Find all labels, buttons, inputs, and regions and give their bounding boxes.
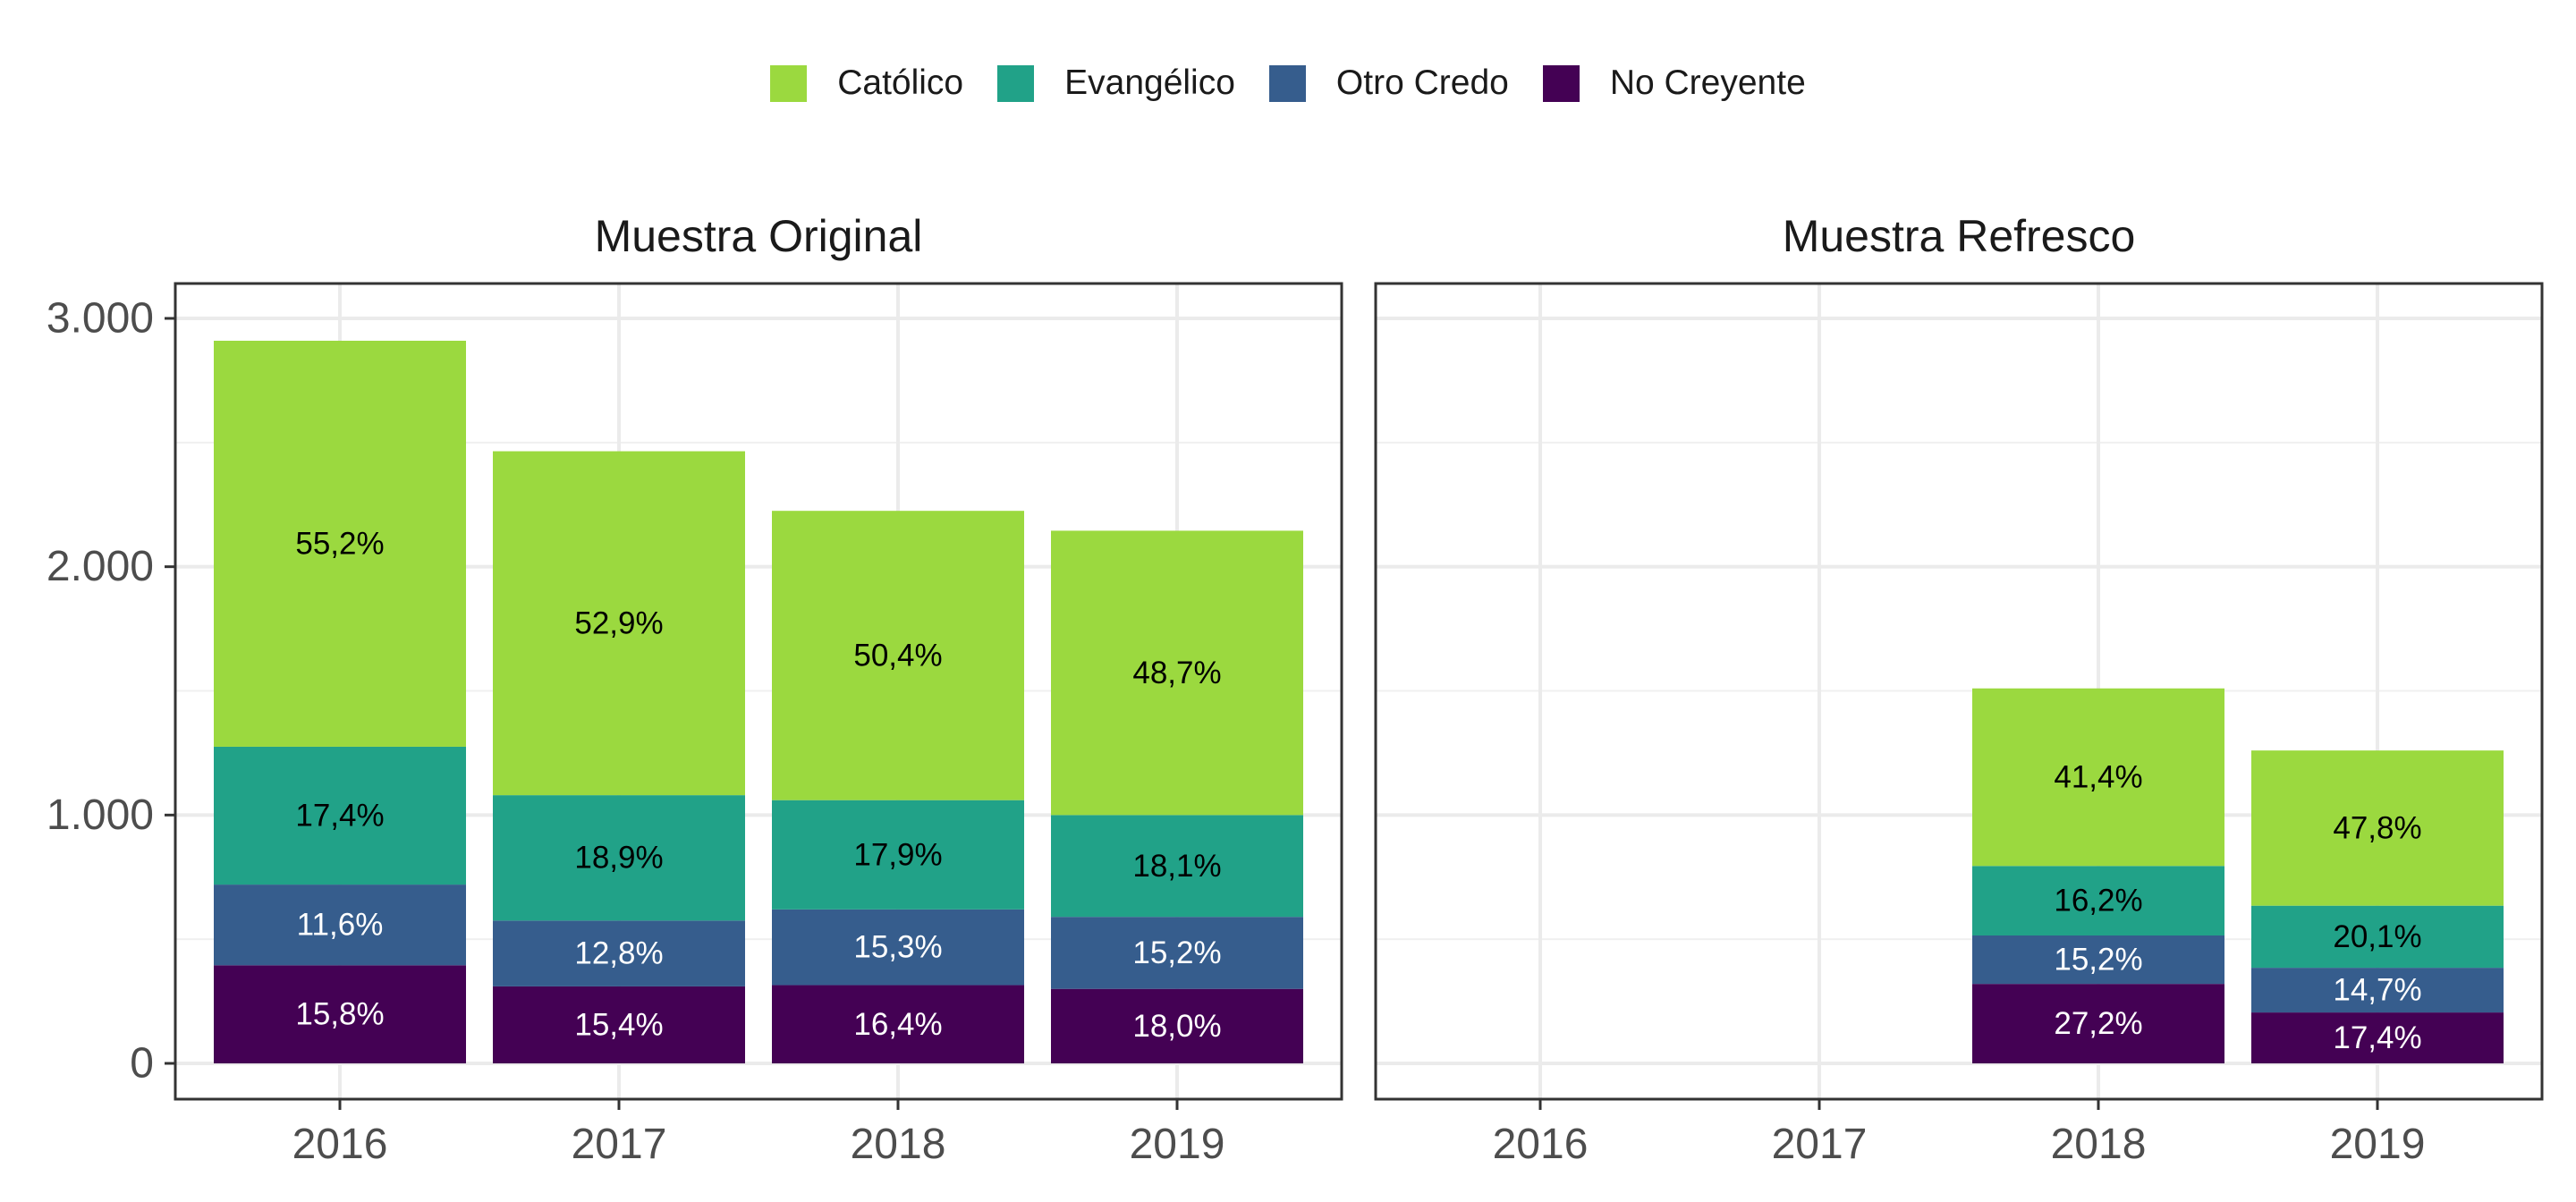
bar-segment-otro-credo: [1051, 917, 1303, 989]
data-label: 15,3%: [853, 930, 942, 965]
data-label: 17,9%: [853, 837, 942, 872]
data-label: 16,4%: [853, 1007, 942, 1042]
y-tick-label: 0: [130, 1040, 154, 1088]
y-tick-label: 2.000: [47, 543, 154, 590]
data-label: 17,4%: [2333, 1020, 2421, 1055]
data-label: 41,4%: [2054, 759, 2142, 794]
panel-title: Muestra Original: [595, 211, 923, 261]
bar-segment-otro-credo: [1972, 935, 2224, 985]
x-tick-label: 2019: [2330, 1121, 2426, 1168]
data-label: 14,7%: [2333, 973, 2421, 1008]
data-label: 52,9%: [574, 605, 663, 640]
legend: Católico Evangélico Otro Credo No Creyente: [0, 52, 2576, 114]
x-tick-label: 2017: [1772, 1121, 1868, 1168]
x-tick-label: 2018: [851, 1121, 946, 1168]
legend-key-catolico: [770, 64, 808, 102]
bar-segment-evangelico: [1051, 815, 1303, 918]
bar-segment-evangelico: [1972, 866, 2224, 936]
bar-segment-catolico: [2251, 750, 2504, 906]
data-label: 18,0%: [1132, 1009, 1221, 1044]
x-tick-label: 2018: [2051, 1121, 2147, 1168]
data-label: 17,4%: [295, 799, 384, 834]
legend-item-catolico: Católico: [770, 63, 963, 103]
panel-border: [1374, 282, 2544, 1101]
bar-segment-catolico: [1972, 688, 2224, 867]
bar-segment-no-creyente: [1972, 984, 2224, 1063]
legend-key-no-creyente: [1542, 64, 1580, 102]
panel-muestra-original: Muestra Original 15,8% 11,6% 17,4% 55,2% 15,4…: [174, 211, 1343, 1168]
legend-label: Evangélico: [1064, 63, 1235, 102]
data-label: 18,9%: [574, 841, 663, 876]
legend-label: Católico: [837, 63, 964, 102]
bar-segment-catolico: [493, 451, 745, 796]
bar-segment-evangelico: [772, 800, 1024, 910]
data-label: 50,4%: [853, 638, 942, 673]
bar-segment-otro-credo: [214, 885, 466, 966]
x-tick-label: 2017: [572, 1121, 667, 1168]
panel-muestra-refresco: Muestra Refresco 27,2% 15,2% 16,2% 41,4% 17,4…: [1374, 211, 2544, 1168]
data-label: 55,2%: [295, 526, 384, 561]
bar-segment-no-creyente: [214, 965, 466, 1063]
bar-segment-otro-credo: [772, 909, 1024, 986]
bar-segment-evangelico: [214, 746, 466, 885]
y-tick-label: 1.000: [47, 791, 154, 839]
bar-segment-catolico: [1051, 530, 1303, 816]
bar-segment-no-creyente: [2251, 1012, 2504, 1063]
data-label: 15,2%: [2054, 943, 2142, 978]
legend-key-otro-credo: [1268, 64, 1306, 102]
legend-item-otro-credo: Otro Credo: [1268, 63, 1509, 103]
data-label: 18,1%: [1132, 849, 1221, 884]
data-label: 16,2%: [2054, 884, 2142, 918]
y-axis: 0 1.000 2.000 3.000: [47, 295, 175, 1088]
bar-segment-no-creyente: [493, 986, 745, 1063]
bar-segment-no-creyente: [772, 985, 1024, 1063]
data-label: 27,2%: [2054, 1006, 2142, 1041]
y-tick-label: 3.000: [47, 295, 154, 343]
bar-segment-no-creyente: [1051, 988, 1303, 1063]
data-label: 15,8%: [295, 997, 384, 1032]
data-label: 20,1%: [2333, 919, 2421, 954]
data-label: 15,4%: [574, 1007, 663, 1042]
bar-segment-otro-credo: [493, 920, 745, 986]
data-label: 48,7%: [1132, 656, 1221, 690]
legend-item-no-creyente: No Creyente: [1542, 63, 1806, 103]
legend-item-evangelico: Evangélico: [997, 63, 1235, 103]
bar-segment-evangelico: [2251, 905, 2504, 969]
legend-label: Otro Credo: [1335, 63, 1509, 102]
data-label: 12,8%: [574, 936, 663, 971]
panel-title: Muestra Refresco: [1783, 211, 2136, 261]
legend-label: No Creyente: [1609, 63, 1806, 102]
x-tick-label: 2016: [292, 1121, 388, 1168]
data-label: 11,6%: [297, 908, 384, 943]
legend-key-evangelico: [997, 64, 1035, 102]
bar-segment-otro-credo: [2251, 968, 2504, 1013]
x-tick-label: 2016: [1493, 1121, 1589, 1168]
x-tick-label: 2019: [1130, 1121, 1225, 1168]
data-label: 15,2%: [1132, 935, 1221, 970]
bar-segment-evangelico: [493, 795, 745, 921]
data-label: 47,8%: [2333, 810, 2421, 845]
bar-segment-catolico: [214, 340, 466, 747]
bar-segment-catolico: [772, 511, 1024, 800]
panel-border: [174, 282, 1343, 1101]
